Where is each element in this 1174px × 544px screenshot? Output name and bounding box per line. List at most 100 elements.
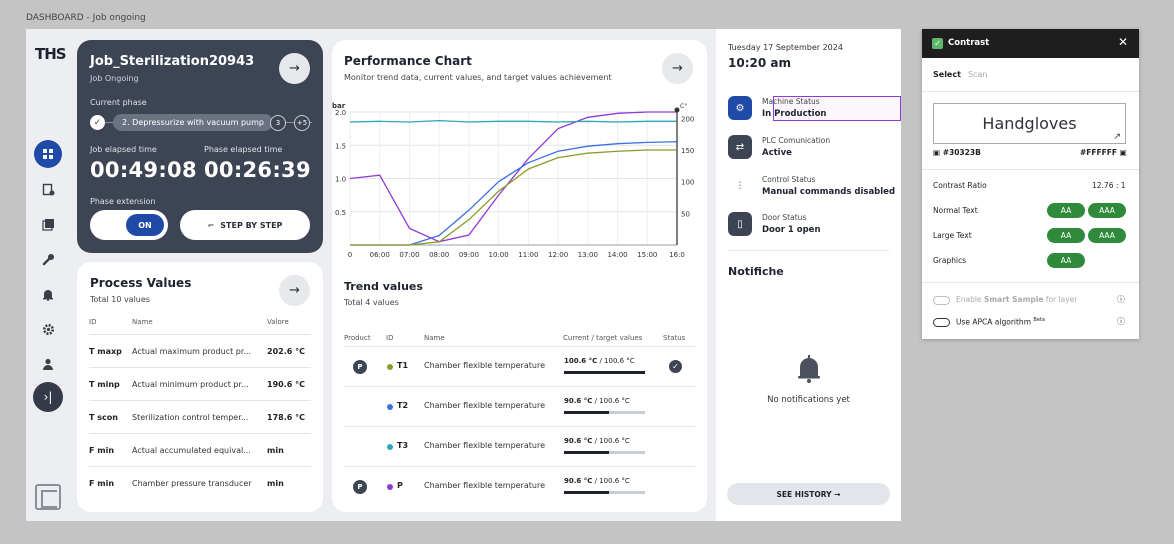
x-tick-label: 09:00 — [459, 251, 479, 259]
current-phase-pill[interactable]: 2. Depressurize with vacuum pump — [113, 114, 273, 131]
sidebar-item-recipes[interactable] — [34, 175, 62, 203]
step-by-step-label: STEP BY STEP — [220, 220, 283, 230]
y-tick-left: 1.5 — [335, 142, 346, 150]
aa-badge: AA — [1047, 228, 1085, 243]
progress-fill — [564, 451, 609, 454]
beta-tag: Beta — [1033, 317, 1045, 323]
plugin-title: Contrast — [948, 38, 990, 48]
x-tick-label: 16:0 — [669, 251, 685, 259]
series-color-dot — [387, 444, 393, 450]
control-status[interactable]: ⫶ Control Status Manual commands disable… — [728, 174, 895, 208]
x-tick-label: 14:00 — [607, 251, 627, 259]
current-target-values: 90.6 °C / 100.6 °C — [564, 477, 630, 485]
smart-sample-pre: Enable — [956, 295, 982, 304]
see-history-button[interactable]: SEE HISTORY → — [727, 483, 890, 505]
table-row[interactable]: F min Actual accumulated equival... min — [89, 433, 311, 466]
table-row[interactable]: F min Chamber pressure transducer min — [89, 466, 311, 499]
sidebar: THS ›| — [26, 29, 70, 521]
performance-open-button[interactable]: → — [662, 53, 693, 84]
process-values-open-button[interactable]: → — [279, 275, 310, 306]
next-phase-step[interactable]: 3 — [270, 115, 286, 131]
apca-switch[interactable] — [933, 318, 950, 327]
door-status[interactable]: ▯ Door Status Door 1 open — [728, 212, 893, 246]
product-badge: P — [353, 480, 367, 494]
info-icon[interactable]: ⓘ — [1117, 317, 1125, 326]
frame-label: DASHBOARD - Job ongoing — [26, 13, 146, 23]
control-status-label: Control Status — [762, 175, 816, 184]
notifications-title: Notifiche — [728, 265, 784, 278]
column-header-name: Name — [424, 334, 445, 342]
current-target-values: 100.6 °C / 100.6 °C — [564, 357, 635, 365]
background-hex[interactable]: #FFFFFF ▣ — [1080, 148, 1127, 157]
plc-status[interactable]: ⇄ PLC Comunication Active — [728, 135, 893, 169]
table-row[interactable]: T scon Sterilization control temper... 1… — [89, 400, 311, 433]
smart-sample-switch[interactable] — [933, 295, 950, 305]
row-id: T3 — [397, 441, 409, 450]
plc-status-label: PLC Comunication — [762, 136, 831, 145]
job-open-button[interactable]: → — [279, 53, 310, 84]
arrow-right-icon: → — [289, 61, 300, 76]
foreground-hex[interactable]: ▣ #30323B — [933, 148, 981, 157]
column-header-product: Product — [344, 334, 371, 342]
background-hex-value: #FFFFFF — [1080, 148, 1118, 157]
table-row[interactable]: T minp Actual minimum product pr... 190.… — [89, 367, 311, 400]
info-icon[interactable]: ⓘ — [1117, 295, 1125, 304]
machine-status-value: In Production — [762, 109, 827, 119]
machine-status[interactable]: ⚙ Machine Status In Production — [728, 96, 901, 130]
performance-chart[interactable]: 2.0 1.5 1.0 0.5 200 150 100 50 0 06:00 07:00 08:00 0… — [332, 100, 707, 275]
sidebar-item-dashboard[interactable] — [34, 140, 62, 168]
smart-sample-option[interactable]: Enable Smart Sample for layer — [933, 295, 1077, 305]
trend-subtitle: Total 4 values — [344, 298, 399, 307]
series-line-p — [349, 111, 677, 243]
job-elapsed-value: 00:49:08 — [90, 158, 197, 182]
sidebar-item-alarms[interactable] — [34, 280, 62, 308]
tab-select[interactable]: Select — [933, 70, 961, 79]
progress-bar — [564, 371, 645, 374]
row-name: Sterilization control temper... — [132, 413, 249, 422]
close-icon[interactable]: ✕ — [1118, 35, 1129, 49]
large-text-label: Large Text — [933, 231, 972, 240]
sidebar-item-user[interactable] — [34, 350, 62, 378]
plc-icon: ⇄ — [728, 135, 752, 159]
contrast-plugin: ✓ Contrast ✕ Select Scan Handgloves ↗ ▣ … — [922, 29, 1139, 339]
table-row[interactable]: P T1 Chamber flexible temperature 100.6 … — [344, 346, 695, 386]
process-values-card: Process Values Total 10 values → ID Name… — [77, 262, 323, 512]
sidebar-item-maintenance[interactable] — [34, 245, 62, 273]
process-values-subtitle: Total 10 values — [90, 295, 150, 304]
current-phase-label: Current phase — [90, 98, 147, 107]
table-row[interactable]: T maxp Actual maximum product pr... 202.… — [89, 334, 311, 367]
contrast-preview[interactable]: Handgloves ↗ — [933, 103, 1126, 144]
normal-text-label: Normal Text — [933, 206, 978, 215]
table-row[interactable]: P P Chamber flexible temperature 90.6 °C… — [344, 466, 695, 506]
process-values-title: Process Values — [90, 276, 192, 290]
more-phases-step[interactable]: +5 — [294, 115, 310, 131]
table-row[interactable]: T2 Chamber flexible temperature 90.6 °C … — [344, 386, 695, 426]
column-header-status: Status — [663, 334, 686, 342]
table-row[interactable]: T3 Chamber flexible temperature 90.6 °C … — [344, 426, 695, 466]
foreground-hex-value: #30323B — [942, 148, 981, 157]
sidebar-collapse-button[interactable]: ›| — [33, 382, 63, 412]
row-id: F min — [89, 479, 115, 488]
x-tick-label: 15:00 — [637, 251, 657, 259]
aa-badge: AA — [1047, 253, 1085, 268]
column-header-current-target: Current / target values — [563, 334, 643, 342]
y-tick-left: 0.5 — [335, 209, 346, 217]
sidebar-item-reports[interactable] — [34, 210, 62, 238]
smart-sample-post: for layer — [1045, 295, 1078, 304]
step-by-step-button[interactable]: ⌐ STEP BY STEP — [180, 210, 310, 240]
apca-option[interactable]: Use APCA algorithm Beta — [933, 317, 1045, 327]
divider — [922, 169, 1139, 170]
door-status-value: Door 1 open — [762, 225, 821, 235]
sliders-icon: ⫶ — [728, 174, 752, 198]
y-tick-right: 100 — [681, 179, 694, 187]
row-value: 190.6 °C — [267, 380, 305, 389]
phase-extension-toggle[interactable]: ON — [90, 210, 168, 240]
grid-icon — [43, 149, 53, 159]
job-card: Job_Sterilization20943 Job Ongoing → Cur… — [77, 40, 323, 253]
tab-scan[interactable]: Scan — [968, 70, 988, 79]
sidebar-item-settings[interactable] — [34, 315, 62, 343]
arrow-icon: ↗ — [1113, 132, 1121, 142]
row-name: Actual accumulated equival... — [132, 446, 251, 455]
current-value: 90.6 °C — [564, 477, 593, 485]
y-tick-right: 150 — [681, 147, 694, 155]
